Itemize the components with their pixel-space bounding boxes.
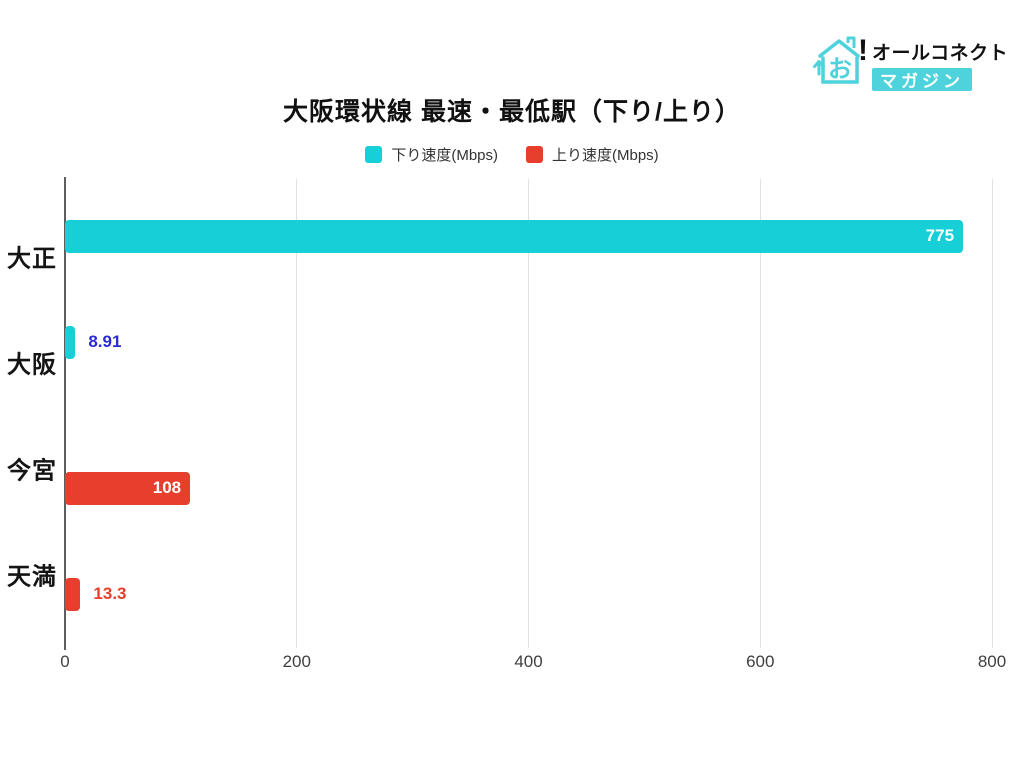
y-axis-line	[64, 177, 66, 650]
bar-value-label: 775	[925, 226, 955, 245]
bar	[65, 471, 191, 505]
legend-swatch-icon	[526, 146, 543, 163]
bar	[65, 577, 81, 611]
x-tick-label: 0	[60, 652, 70, 671]
category-label: 大阪	[7, 351, 57, 379]
legend-swatch-icon	[365, 146, 383, 163]
logo-brand-name: オールコネクト	[872, 43, 1009, 64]
legend-label: 下り速度(Mbps)	[391, 147, 498, 164]
logo-magazine-badge: マガジン	[872, 68, 972, 91]
gridline	[991, 179, 993, 648]
gridline	[528, 179, 529, 648]
x-tick-label: 800	[977, 652, 1007, 671]
chart-title: 大阪環状線 最速・最低駅（下り/上り）	[283, 98, 741, 126]
category-label: 天満	[7, 563, 57, 591]
x-tick-label: 400	[514, 652, 543, 671]
gridline	[759, 179, 761, 648]
logo-icon-char: お	[828, 56, 852, 83]
house-icon: お !	[813, 34, 868, 84]
chart-legend: 下り速度(Mbps) 上り速度(Mbps)	[0, 144, 1024, 165]
gridline	[296, 179, 298, 648]
bar-value-label: 13.3	[93, 584, 127, 603]
x-tick-label: 200	[282, 652, 311, 671]
x-tick-label: 600	[746, 652, 775, 671]
bar-value-label: 8.91	[88, 332, 122, 351]
bar	[65, 219, 964, 253]
bar-value-label: 108	[152, 478, 182, 497]
category-label: 今宮	[7, 457, 57, 485]
logo-exclamation-icon: !	[858, 34, 868, 67]
legend-item: 下り速度(Mbps)	[365, 144, 498, 165]
legend-item: 上り速度(Mbps)	[526, 144, 659, 165]
legend-label: 上り速度(Mbps)	[552, 147, 659, 164]
category-label: 大正	[7, 245, 57, 273]
bar	[65, 325, 76, 359]
brand-logo: お ! オールコネクト マガジン	[812, 34, 1008, 91]
